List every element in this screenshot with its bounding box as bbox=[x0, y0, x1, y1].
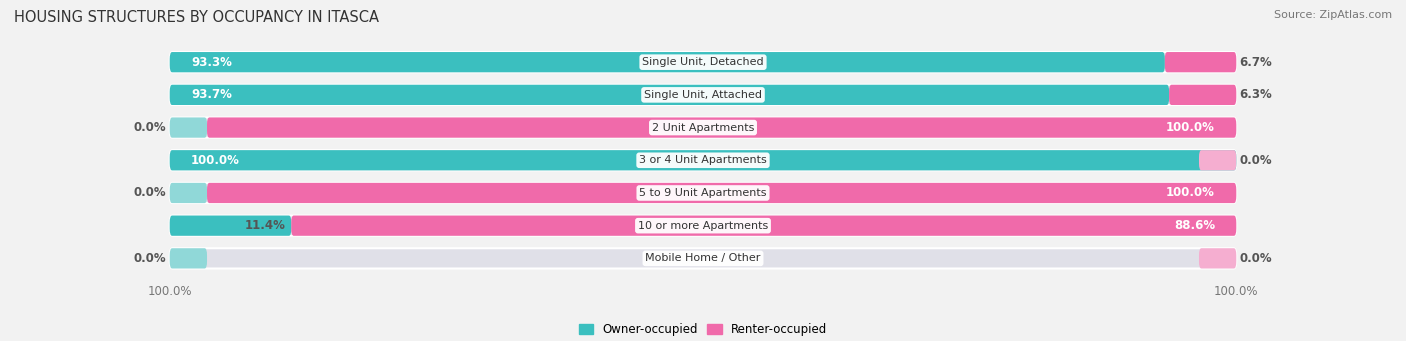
Text: 88.6%: 88.6% bbox=[1174, 219, 1215, 232]
Legend: Owner-occupied, Renter-occupied: Owner-occupied, Renter-occupied bbox=[574, 318, 832, 341]
FancyBboxPatch shape bbox=[170, 85, 1236, 105]
FancyBboxPatch shape bbox=[170, 150, 1236, 170]
FancyBboxPatch shape bbox=[170, 117, 207, 138]
FancyBboxPatch shape bbox=[1199, 150, 1236, 170]
FancyBboxPatch shape bbox=[170, 183, 207, 203]
Text: 0.0%: 0.0% bbox=[1240, 154, 1272, 167]
Text: 6.7%: 6.7% bbox=[1240, 56, 1272, 69]
FancyBboxPatch shape bbox=[170, 183, 1236, 203]
Text: 2 Unit Apartments: 2 Unit Apartments bbox=[652, 122, 754, 133]
FancyBboxPatch shape bbox=[170, 216, 1236, 236]
FancyBboxPatch shape bbox=[207, 117, 1236, 138]
Text: 100.0%: 100.0% bbox=[1166, 187, 1215, 199]
Text: 11.4%: 11.4% bbox=[245, 219, 285, 232]
FancyBboxPatch shape bbox=[170, 248, 207, 268]
Text: 5 to 9 Unit Apartments: 5 to 9 Unit Apartments bbox=[640, 188, 766, 198]
Text: HOUSING STRUCTURES BY OCCUPANCY IN ITASCA: HOUSING STRUCTURES BY OCCUPANCY IN ITASC… bbox=[14, 10, 380, 25]
FancyBboxPatch shape bbox=[1199, 248, 1236, 268]
FancyBboxPatch shape bbox=[170, 52, 1164, 72]
Text: 100.0%: 100.0% bbox=[191, 154, 240, 167]
Text: Source: ZipAtlas.com: Source: ZipAtlas.com bbox=[1274, 10, 1392, 20]
Text: 93.3%: 93.3% bbox=[191, 56, 232, 69]
Text: 93.7%: 93.7% bbox=[191, 88, 232, 101]
Text: 0.0%: 0.0% bbox=[134, 187, 166, 199]
Text: 10 or more Apartments: 10 or more Apartments bbox=[638, 221, 768, 231]
FancyBboxPatch shape bbox=[1170, 85, 1236, 105]
FancyBboxPatch shape bbox=[170, 52, 1236, 72]
Text: Single Unit, Detached: Single Unit, Detached bbox=[643, 57, 763, 67]
FancyBboxPatch shape bbox=[170, 248, 1236, 268]
FancyBboxPatch shape bbox=[1164, 52, 1236, 72]
FancyBboxPatch shape bbox=[170, 150, 1236, 170]
Text: Single Unit, Attached: Single Unit, Attached bbox=[644, 90, 762, 100]
Text: 0.0%: 0.0% bbox=[134, 252, 166, 265]
Text: 0.0%: 0.0% bbox=[134, 121, 166, 134]
Text: 0.0%: 0.0% bbox=[1240, 252, 1272, 265]
FancyBboxPatch shape bbox=[170, 216, 291, 236]
Text: 6.3%: 6.3% bbox=[1240, 88, 1272, 101]
Text: 100.0%: 100.0% bbox=[1166, 121, 1215, 134]
FancyBboxPatch shape bbox=[170, 85, 1170, 105]
FancyBboxPatch shape bbox=[207, 183, 1236, 203]
FancyBboxPatch shape bbox=[291, 216, 1236, 236]
Text: 3 or 4 Unit Apartments: 3 or 4 Unit Apartments bbox=[640, 155, 766, 165]
FancyBboxPatch shape bbox=[170, 117, 1236, 138]
Text: Mobile Home / Other: Mobile Home / Other bbox=[645, 253, 761, 263]
